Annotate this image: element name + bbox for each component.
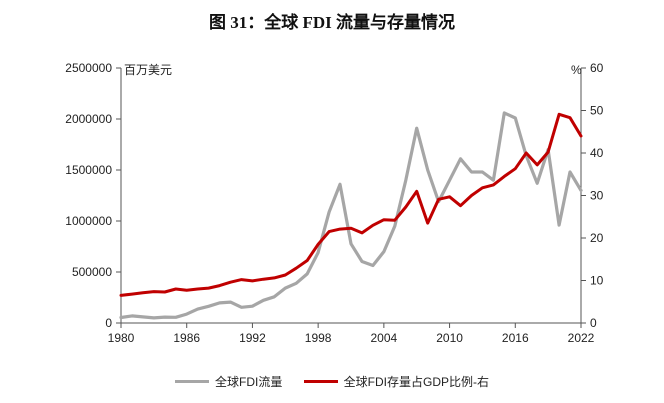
legend-item-flow: 全球FDI流量 — [174, 373, 283, 390]
chart-area: 0 500000 1000000 1500000 2000000 2500000 0 10 20… — [65, 61, 603, 345]
left-axis-tick-label: 1000000 — [65, 214, 112, 228]
legend-swatch-stock-ratio — [303, 380, 338, 383]
series-lines — [119, 111, 583, 320]
series-line-fdi-stock-ratio — [119, 112, 583, 297]
x-axis-tick-label: 2016 — [502, 331, 529, 345]
axes — [116, 67, 586, 328]
chart-title: 图 31：全球 FDI 流量与存量情况 — [208, 13, 456, 32]
x-axis-tick-label: 2010 — [436, 331, 463, 345]
legend-swatch-flow — [174, 380, 209, 383]
x-axis-tick-label: 1992 — [239, 331, 266, 345]
x-axis-tick-label: 1986 — [173, 331, 200, 345]
right-axis-unit: % — [571, 63, 582, 77]
right-axis-tick-label: 40 — [590, 146, 604, 160]
right-axis-tick-label: 60 — [590, 61, 604, 75]
left-axis-tick-label: 2000000 — [65, 112, 112, 126]
series-line-fdi-flow — [119, 111, 583, 320]
left-axis-tick-label: 0 — [105, 316, 112, 330]
left-axis-tick-label: 1500000 — [65, 163, 112, 177]
x-axis-tick-label: 2004 — [371, 331, 398, 345]
right-axis-tick-label: 20 — [590, 231, 604, 245]
x-axis-tick-label: 2022 — [568, 331, 595, 345]
right-axis-tick-label: 50 — [590, 104, 604, 118]
left-axis-tick-label: 2500000 — [65, 61, 112, 75]
legend-item-stock-ratio: 全球FDI存量占GDP比例-右 — [303, 373, 490, 390]
tick-labels: 0 500000 1000000 1500000 2000000 2500000 0 10 20… — [65, 61, 603, 345]
legend: 全球FDI流量 全球FDI存量占GDP比例-右 — [0, 372, 664, 390]
legend-label-stock-ratio: 全球FDI存量占GDP比例-右 — [343, 375, 490, 389]
left-axis-tick-label: 500000 — [72, 265, 112, 279]
right-axis-tick-label: 30 — [590, 189, 604, 203]
right-axis-tick-label: 10 — [590, 274, 604, 288]
x-axis-tick-label: 1980 — [108, 331, 135, 345]
x-axis-tick-label: 1998 — [305, 331, 332, 345]
left-axis-unit: 百万美元 — [124, 63, 172, 77]
legend-label-flow: 全球FDI流量 — [214, 375, 283, 389]
right-axis-tick-label: 0 — [590, 316, 597, 330]
